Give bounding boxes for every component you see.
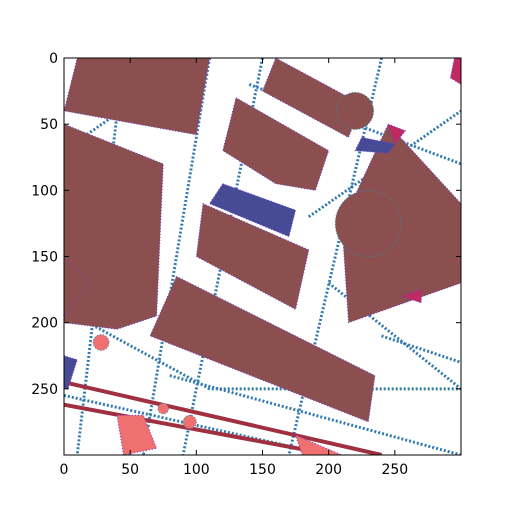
building-center-top-block (222, 96, 330, 191)
area-pink-bottom-small1 (157, 402, 170, 415)
building-circle-small (336, 91, 375, 130)
building-top-center-rect (261, 58, 363, 139)
area-magenta-top-right (449, 58, 461, 86)
building-middle-block (195, 202, 310, 311)
x-axis: 0 50 100 150 200 250 (60, 58, 408, 478)
road-line (64, 393, 329, 455)
y-tick-label: 0 (49, 51, 58, 67)
y-axis: 0 50 100 150 200 250 (31, 51, 461, 398)
y-tick-label: 250 (31, 382, 58, 398)
area-magenta-center-top (387, 123, 407, 146)
building-top-left-block (64, 58, 211, 136)
building-left-lower-fragment (64, 255, 92, 317)
building-large-lower-block (149, 275, 376, 423)
road-speckle (249, 83, 461, 165)
y-tick-label: 100 (31, 183, 58, 199)
x-tick-label: 50 (121, 462, 139, 478)
road-line (64, 308, 461, 391)
y-tick-label: 200 (31, 316, 58, 332)
parking-parking-right-small (354, 136, 396, 154)
building-left-large-block (64, 123, 164, 330)
y-tick-label: 150 (31, 250, 58, 266)
y-tick-label: 50 (40, 117, 58, 133)
map-image (64, 58, 461, 455)
area-pink-bottom-left (116, 414, 158, 455)
x-tick-label: 150 (249, 462, 276, 478)
x-tick-label: 0 (60, 462, 69, 478)
building-circle-large (334, 189, 402, 258)
road-line (141, 58, 212, 455)
parking-parking-center (208, 183, 297, 238)
area-pink-bottom-center (294, 434, 343, 455)
area-pink-top-left-blob (92, 334, 110, 351)
area-magenta-right-mid (399, 288, 422, 304)
dark-road (64, 380, 383, 455)
road-line (181, 58, 264, 455)
x-tick-label: 100 (183, 462, 210, 478)
parking-parking-left-edge (64, 355, 78, 390)
area-pink-bottom-small2 (182, 414, 197, 430)
road-line (381, 334, 461, 364)
x-tick-label: 250 (381, 462, 408, 478)
x-tick-label: 200 (315, 462, 342, 478)
